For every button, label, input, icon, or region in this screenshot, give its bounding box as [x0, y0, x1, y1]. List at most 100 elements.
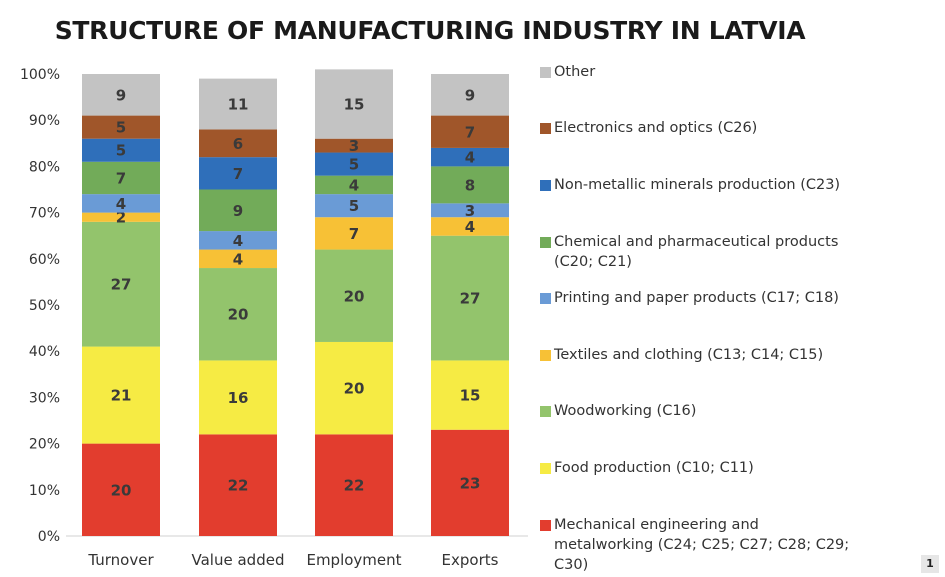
bar-segment [315, 217, 393, 250]
data-label: 27 [111, 276, 132, 294]
data-label: 15 [344, 96, 365, 114]
y-tick-label: 90% [29, 113, 60, 129]
data-label: 5 [349, 197, 359, 215]
bar-segment [315, 341, 393, 435]
data-label: 3 [349, 137, 359, 155]
data-label: 4 [233, 250, 243, 268]
legend-swatch [540, 463, 551, 474]
bar-segment [315, 69, 393, 139]
x-category-label: Value added [192, 551, 285, 569]
x-category-label: Exports [442, 551, 499, 569]
bar-segment [315, 194, 393, 218]
bar-segment [315, 434, 393, 536]
data-label: 3 [465, 202, 475, 220]
data-label: 27 [460, 290, 481, 308]
legend-swatch [540, 520, 551, 531]
y-tick-label: 10% [29, 483, 60, 499]
x-category-label: Employment [306, 551, 401, 569]
chart-title: STRUCTURE OF MANUFACTURING INDUSTRY IN L… [54, 16, 806, 45]
y-tick-label: 70% [29, 206, 60, 222]
legend-label: Printing and paper products (C17; C18) [554, 290, 839, 306]
legend-label: Electronics and optics (C26) [554, 120, 758, 136]
bar-segment [431, 203, 509, 218]
data-label: 21 [111, 387, 132, 405]
bar-segment [199, 360, 277, 435]
legend-label: Textiles and clothing (C13; C14; C15) [554, 347, 824, 363]
bar-segment [431, 74, 509, 116]
data-label: 5 [116, 142, 126, 160]
data-label: 22 [344, 477, 365, 495]
legend-swatch [540, 350, 551, 361]
data-label: 5 [116, 119, 126, 137]
bar-segment [82, 221, 160, 347]
y-tick-label: 20% [29, 437, 60, 453]
legend-swatch [540, 293, 551, 304]
bar-segment [82, 443, 160, 536]
bar-segment [199, 189, 277, 232]
legend-label: Food production (C10; C11) [554, 460, 754, 476]
bar-segment [431, 235, 509, 361]
bar-segment [315, 249, 393, 342]
legend-swatch [540, 406, 551, 417]
legend-swatch [540, 123, 551, 134]
bar-segment [199, 78, 277, 130]
bar-segment [199, 268, 277, 361]
bar-segment [431, 166, 509, 204]
data-label: 8 [465, 176, 475, 194]
x-category-label: Turnover [87, 551, 154, 569]
data-label: 20 [111, 481, 132, 499]
bar-segment [199, 129, 277, 158]
data-label: 15 [460, 387, 481, 405]
data-label: 20 [344, 380, 365, 398]
bar-segment [431, 429, 509, 536]
y-tick-label: 50% [29, 298, 60, 314]
data-label: 7 [233, 165, 243, 183]
bar-segment [82, 74, 160, 116]
data-label: 9 [233, 202, 243, 220]
y-tick-label: 40% [29, 344, 60, 360]
data-label: 7 [349, 225, 359, 243]
bar-segment [431, 217, 509, 236]
bar-segment [315, 152, 393, 176]
bar-segment [315, 138, 393, 153]
bar-segment [431, 115, 509, 148]
data-label: 5 [349, 156, 359, 174]
data-label: 7 [465, 123, 475, 141]
bar-segment [199, 249, 277, 269]
data-label: 23 [460, 474, 481, 492]
legend-label: Non-metallic minerals production (C23) [554, 177, 841, 193]
y-tick-label: 30% [29, 390, 60, 406]
data-label: 4 [465, 149, 475, 167]
bar-segment [82, 161, 160, 195]
bar-segment [199, 157, 277, 190]
bar-segment [82, 138, 160, 162]
legend-label: Chemical and pharmaceutical products (C2… [554, 234, 839, 270]
data-label: 16 [228, 389, 249, 407]
data-label: 20 [344, 287, 365, 305]
data-label: 6 [233, 135, 243, 153]
y-tick-label: 60% [29, 252, 60, 268]
bar-segment [82, 212, 160, 222]
y-tick-label: 100% [20, 67, 60, 83]
data-label: 9 [465, 86, 475, 104]
data-label: 11 [228, 96, 249, 114]
legend-swatch [540, 237, 551, 248]
bar-segment [431, 147, 509, 167]
data-label: 2 [116, 209, 126, 227]
legend-label: Mechanical engineering and metalworking … [554, 517, 850, 573]
data-label: 7 [116, 169, 126, 187]
data-label: 22 [228, 477, 249, 495]
page-number: 1 [921, 555, 939, 573]
bar-segment [431, 360, 509, 430]
bar-segment [82, 194, 160, 213]
legend-label: Other [554, 64, 596, 80]
bar-segment [199, 231, 277, 250]
y-tick-label: 0% [38, 529, 60, 545]
y-tick-label: 80% [29, 159, 60, 175]
data-label: 20 [228, 306, 249, 324]
data-label: 4 [233, 232, 243, 250]
bar-segment [199, 434, 277, 536]
data-label: 9 [116, 86, 126, 104]
data-label: 4 [349, 176, 359, 194]
